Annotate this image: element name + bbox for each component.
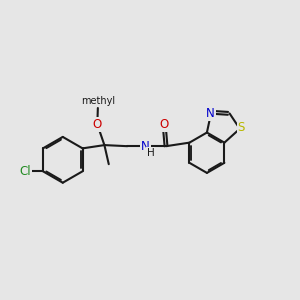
Text: S: S bbox=[238, 121, 245, 134]
Text: methyl: methyl bbox=[81, 96, 115, 106]
Text: N: N bbox=[141, 140, 150, 153]
Text: H: H bbox=[147, 148, 154, 158]
Text: O: O bbox=[160, 118, 169, 131]
Text: Cl: Cl bbox=[19, 165, 31, 178]
Text: O: O bbox=[93, 118, 102, 131]
Text: N: N bbox=[206, 107, 215, 120]
